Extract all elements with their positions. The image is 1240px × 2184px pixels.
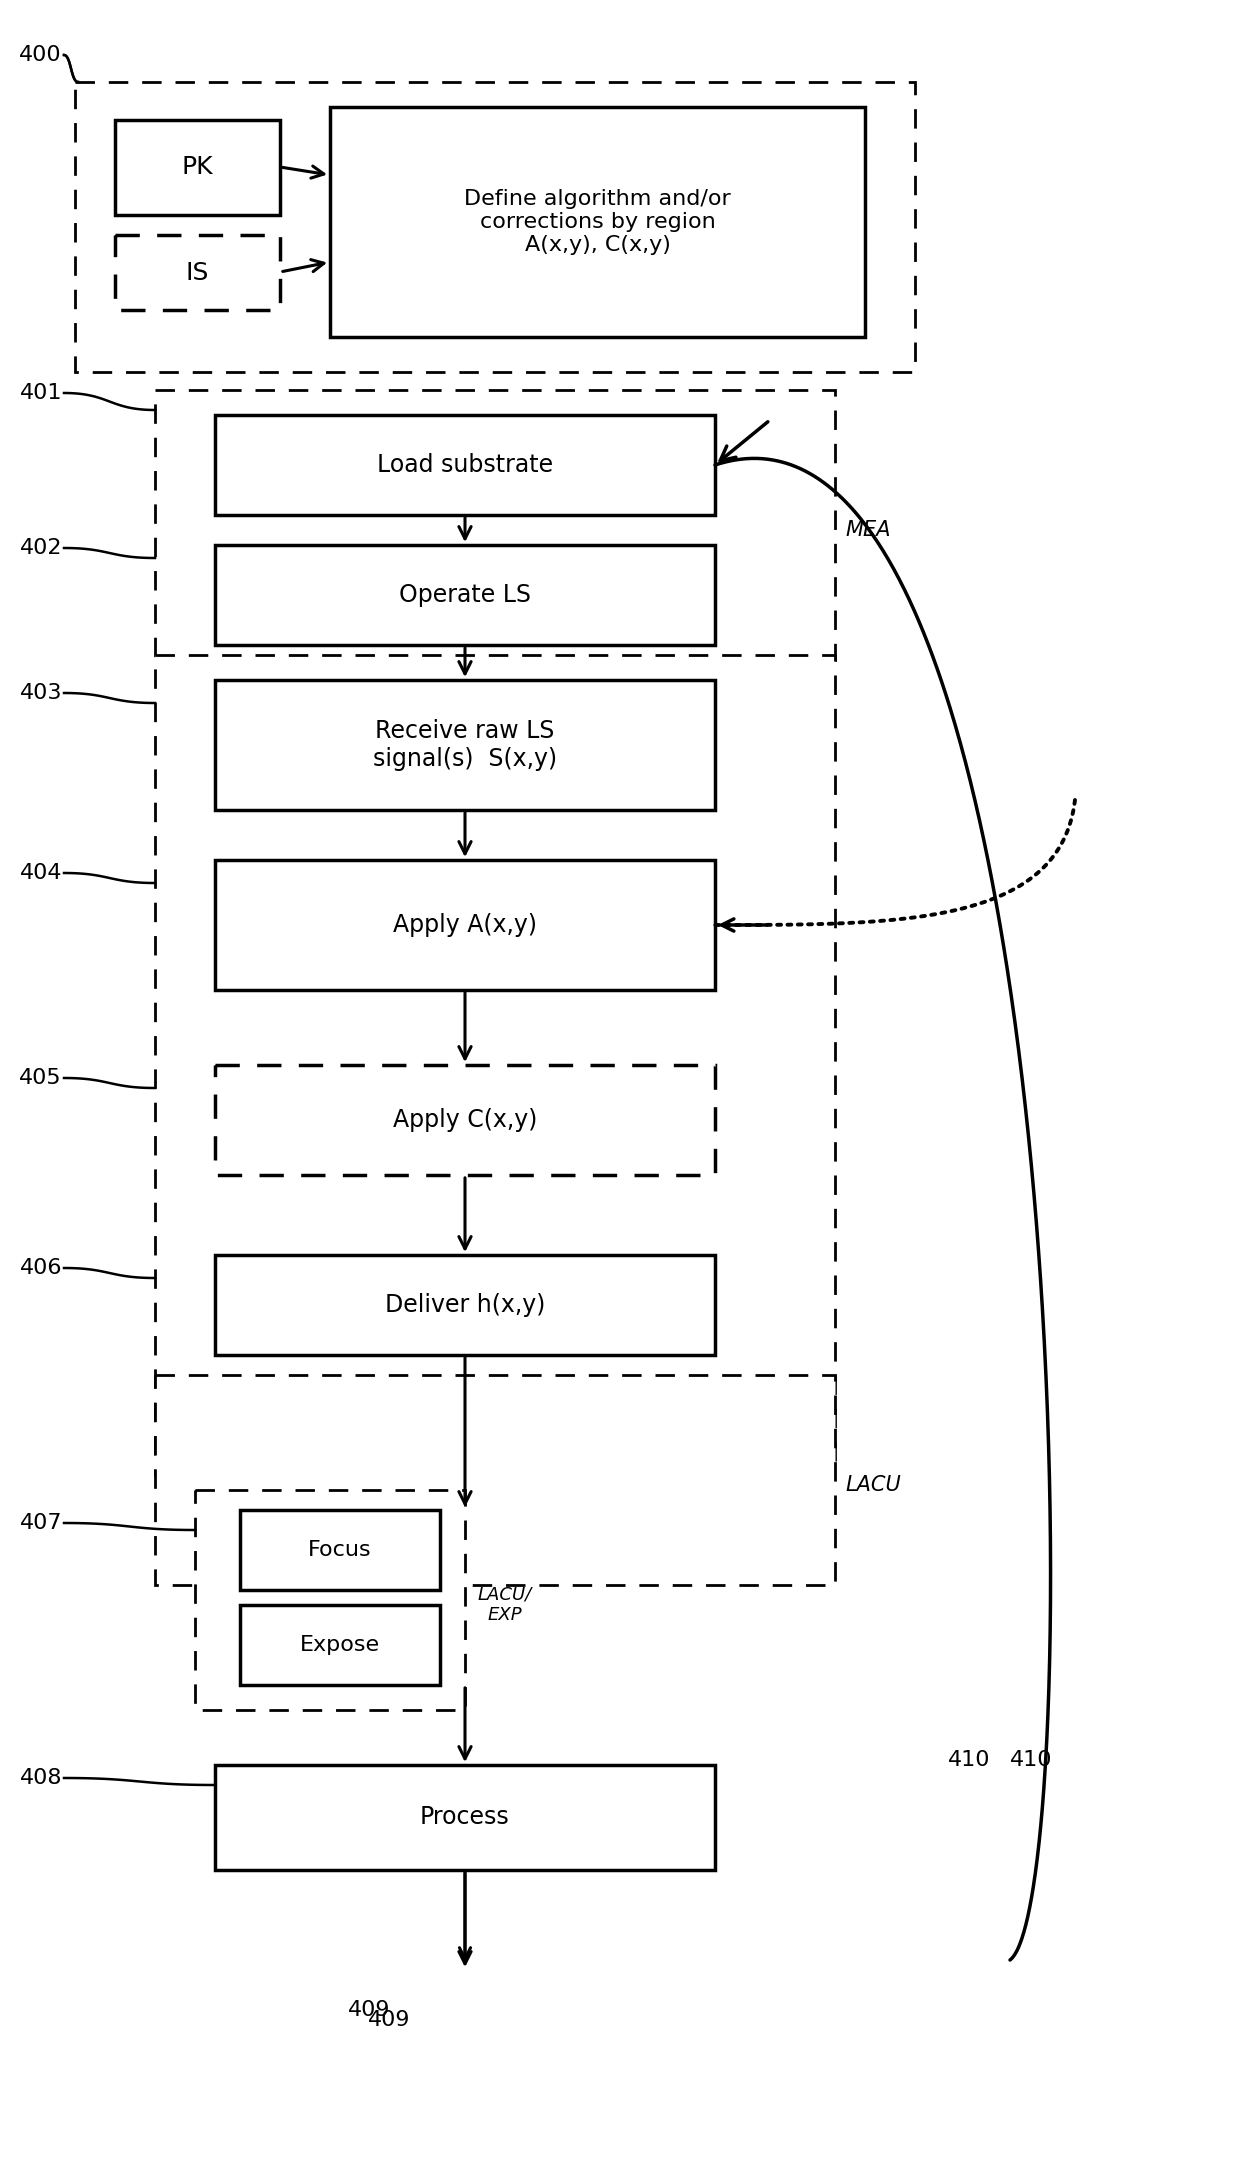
Bar (241, 1605, 440, 1686)
Text: Receive raw LS
signal(s)  S(x,y): Receive raw LS signal(s) S(x,y) (373, 719, 557, 771)
Bar (215, 1765, 715, 1870)
Bar (155, 655, 835, 1474)
Text: Apply C(x,y): Apply C(x,y) (393, 1107, 537, 1131)
Bar (215, 415, 715, 515)
Bar (215, 1066, 715, 1175)
Bar (215, 860, 715, 989)
Text: 400: 400 (20, 46, 62, 66)
Text: 410: 410 (1011, 1749, 1053, 1769)
Text: 409: 409 (367, 2009, 410, 2029)
Text: 405: 405 (20, 1068, 62, 1088)
Text: MEA: MEA (844, 520, 890, 539)
Text: 401: 401 (20, 382, 62, 404)
Text: Deliver h(x,y): Deliver h(x,y) (384, 1293, 546, 1317)
Text: IS: IS (186, 260, 210, 284)
Bar (330, 107, 866, 336)
Bar (74, 83, 915, 371)
Text: 406: 406 (20, 1258, 62, 1278)
Text: Focus: Focus (309, 1540, 372, 1559)
Text: Process: Process (420, 1806, 510, 1830)
Bar (115, 236, 280, 310)
Bar (115, 120, 280, 214)
Bar (215, 546, 715, 644)
Bar (215, 679, 715, 810)
Text: 408: 408 (20, 1769, 62, 1789)
Bar (195, 1489, 465, 1710)
Text: Apply A(x,y): Apply A(x,y) (393, 913, 537, 937)
Bar (155, 391, 835, 660)
Text: 407: 407 (20, 1514, 62, 1533)
Bar (215, 1256, 715, 1354)
Text: Load substrate: Load substrate (377, 452, 553, 476)
Text: Operate LS: Operate LS (399, 583, 531, 607)
Text: 403: 403 (20, 684, 62, 703)
Text: 409: 409 (347, 2001, 391, 2020)
Text: LACU/
EXP: LACU/ EXP (477, 1586, 532, 1625)
Text: LACU: LACU (844, 1474, 900, 1496)
Text: PK: PK (182, 155, 213, 179)
Text: Define algorithm and/or
corrections by region
A(x,y), C(x,y): Define algorithm and/or corrections by r… (464, 188, 730, 256)
Text: 410: 410 (947, 1749, 990, 1769)
Bar (155, 1376, 835, 1586)
Text: 404: 404 (20, 863, 62, 882)
Bar (241, 1509, 440, 1590)
Text: Expose: Expose (300, 1636, 381, 1655)
Text: 402: 402 (20, 537, 62, 557)
